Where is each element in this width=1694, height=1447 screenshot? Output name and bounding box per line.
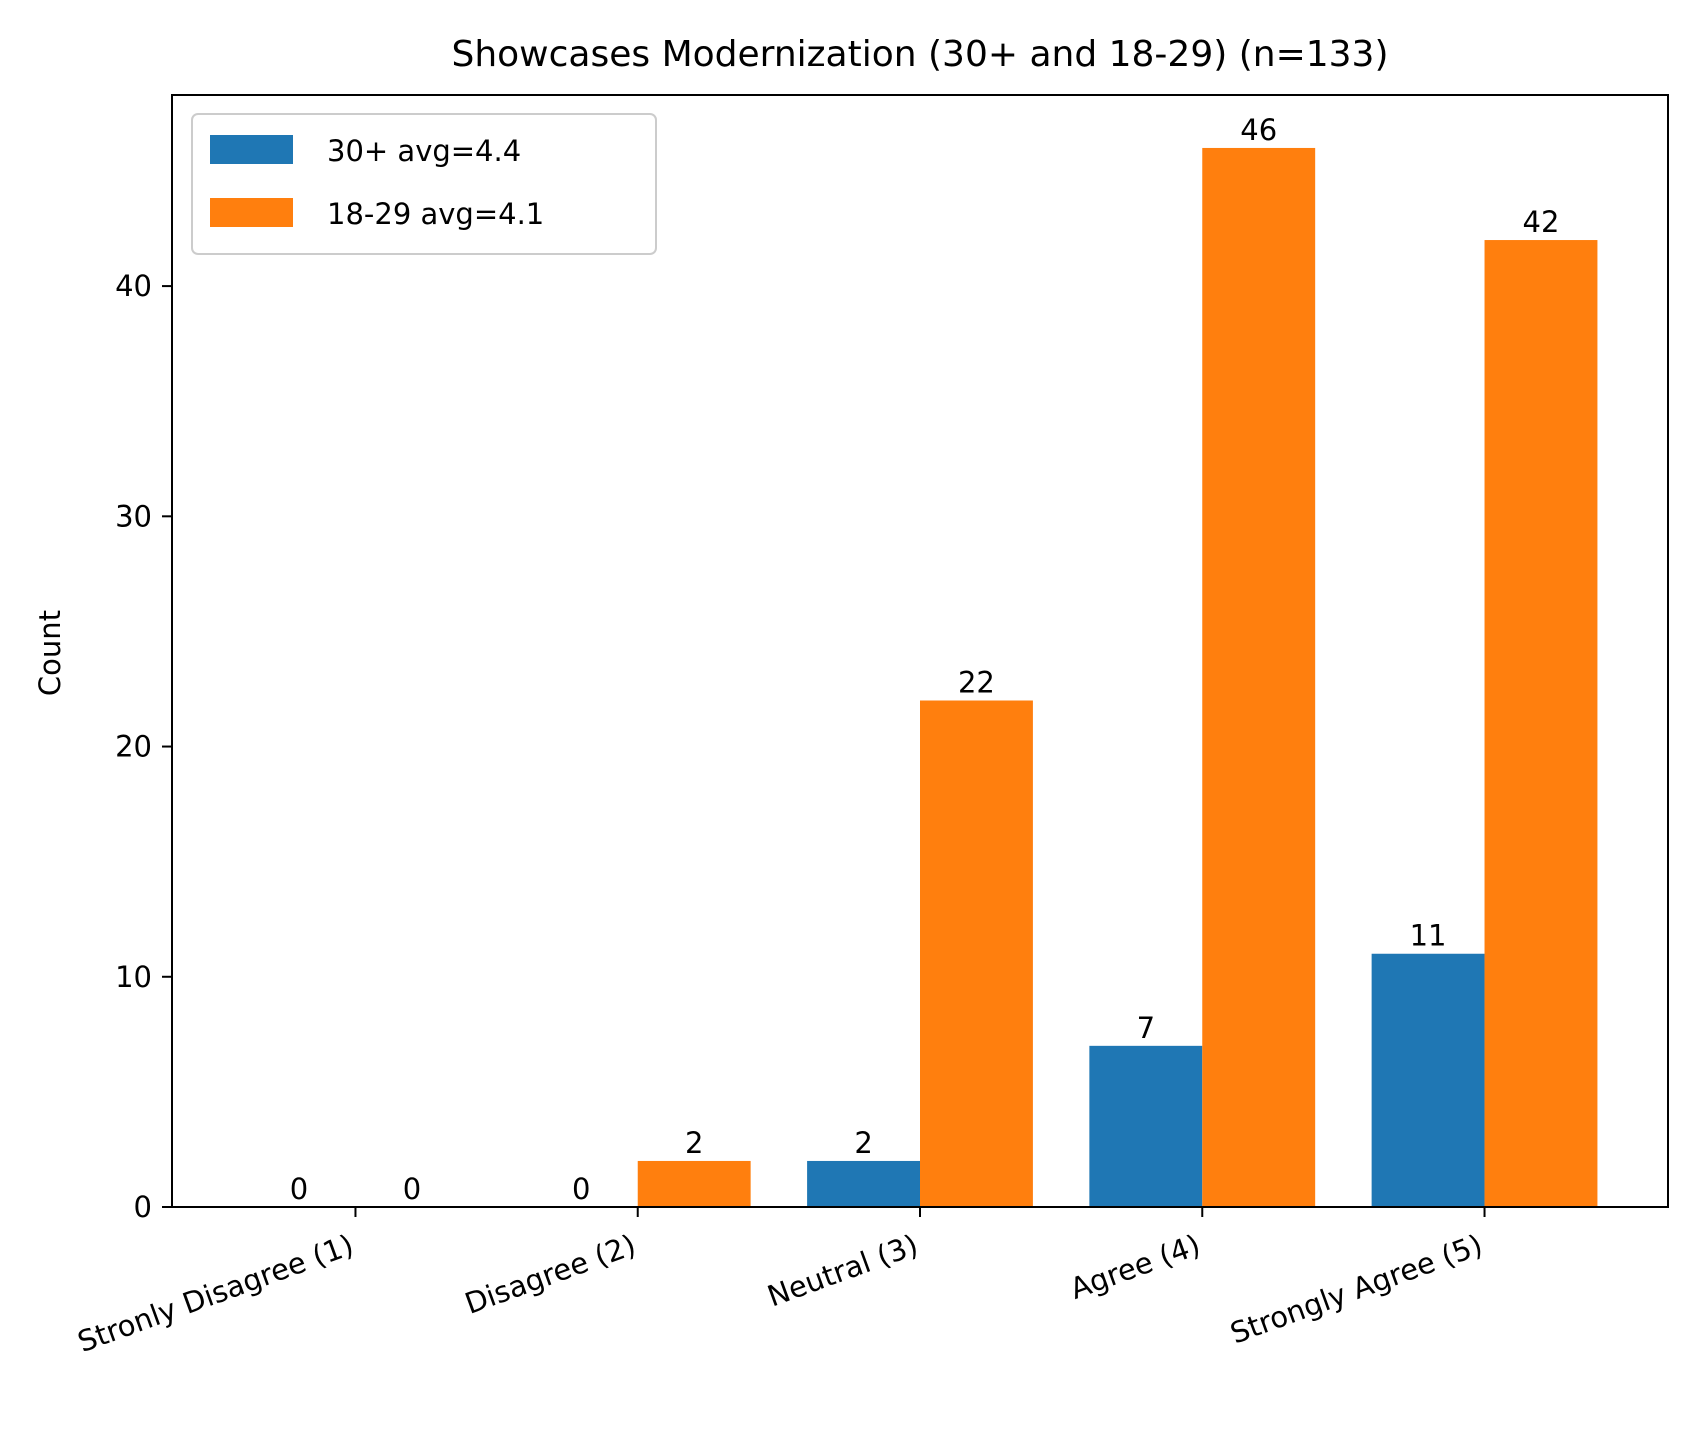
legend-label-18-29: 18-29 avg=4.1 (327, 197, 544, 231)
bar-value-label: 0 (572, 1172, 590, 1206)
bar-30-plus (1089, 1045, 1203, 1207)
x-tick-label: Stronly Disagree (1) (73, 1228, 358, 1359)
x-tick-label: Disagree (2) (460, 1228, 640, 1321)
plot-frame (171, 94, 1669, 1208)
bar-value-label: 0 (403, 1172, 421, 1206)
bar-value-label: 11 (1410, 919, 1447, 953)
bar-18-29 (920, 700, 1033, 1207)
legend-swatch-30-plus (210, 135, 293, 164)
bar-value-label: 46 (1240, 113, 1277, 147)
y-tick-label: 30 (115, 499, 152, 533)
y-axis-label: Count (33, 610, 67, 696)
legend-swatch-18-29 (210, 198, 293, 227)
bars-layer (637, 147, 1598, 1208)
x-axis: Stronly Disagree (1) Disagree (2) Neutral … (73, 1207, 1487, 1359)
y-tick-label: 20 (115, 730, 152, 764)
bar-value-label: 2 (854, 1126, 872, 1160)
y-tick-label: 10 (115, 960, 152, 994)
bar-value-label: 22 (958, 665, 995, 699)
bar-value-label: 2 (685, 1126, 703, 1160)
legend-box (191, 113, 657, 255)
legend: 30+ avg=4.4 18-29 avg=4.1 (191, 113, 657, 255)
y-tick-label: 40 (115, 269, 152, 303)
bar-18-29 (1484, 240, 1598, 1208)
y-axis: 0 10 20 30 40 (115, 269, 172, 1224)
bar-18-29 (1202, 147, 1316, 1207)
y-tick-label: 0 (134, 1190, 152, 1224)
x-tick-label: Strongly Agree (5) (1226, 1228, 1487, 1351)
bar-value-label: 0 (290, 1172, 308, 1206)
bar-30-plus (1371, 953, 1485, 1207)
bar-30-plus (807, 1160, 920, 1207)
bar-18-29 (637, 1160, 751, 1207)
x-tick-label: Neutral (3) (763, 1228, 922, 1314)
x-tick-label: Agree (4) (1066, 1228, 1205, 1306)
chart-title: Showcases Modernization (30+ and 18-29) … (451, 34, 1388, 75)
legend-label-30-plus: 30+ avg=4.4 (327, 134, 521, 168)
bar-value-label: 42 (1523, 205, 1560, 239)
bar-value-label: 7 (1137, 1011, 1155, 1045)
